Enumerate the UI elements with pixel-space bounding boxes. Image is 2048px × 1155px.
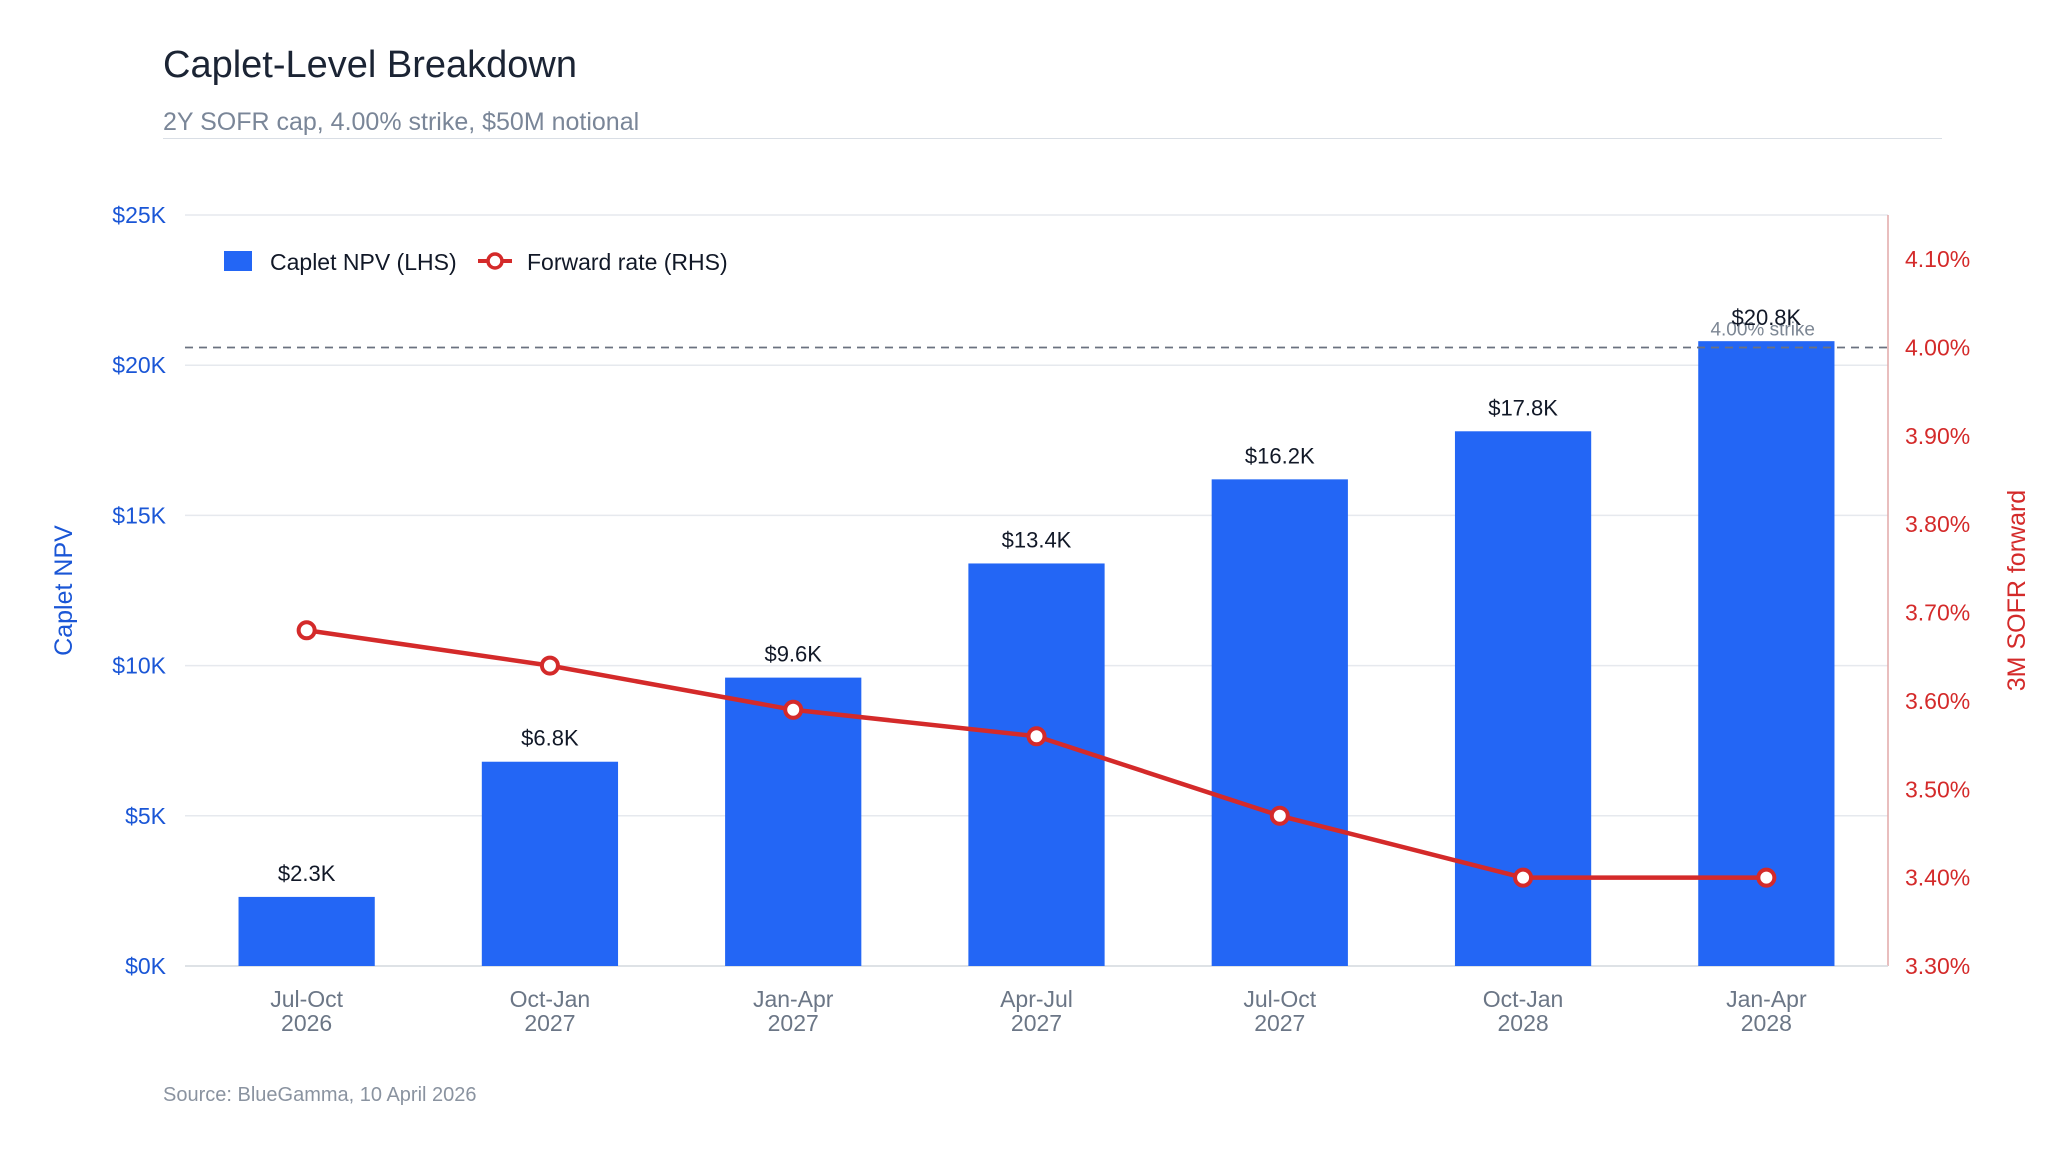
- forward-rate-point: [539, 655, 560, 676]
- source-note: Source: BlueGamma, 10 April 2026: [163, 1084, 477, 1106]
- bar: [1698, 341, 1835, 967]
- left-tick-label: $20K: [112, 352, 166, 378]
- bar-value-label: $20.8K: [1731, 305, 1801, 330]
- right-tick-label: 3.40%: [1905, 865, 1970, 891]
- x-tick-label-year: 2027: [1254, 1010, 1305, 1036]
- legend-line-marker: [486, 252, 504, 270]
- forward-rate-point: [1513, 867, 1534, 888]
- bar: [725, 677, 862, 966]
- x-tick-label: Jan-Apr: [1726, 986, 1807, 1012]
- legend-line-label: Forward rate (RHS): [527, 249, 728, 275]
- bar-value-label: $9.6K: [764, 642, 822, 667]
- bar-value-label: $17.8K: [1488, 395, 1558, 420]
- forward-rate-point: [783, 699, 804, 720]
- right-tick-label: 3.70%: [1905, 600, 1970, 626]
- x-tick-label-year: 2026: [281, 1010, 332, 1036]
- bar-value-label: $16.2K: [1245, 443, 1315, 468]
- left-tick-label: $15K: [112, 502, 166, 528]
- left-tick-label: $25K: [112, 202, 166, 228]
- forward-rate-point: [1756, 867, 1777, 888]
- x-tick-label-year: 2027: [524, 1010, 575, 1036]
- bar-series: [238, 341, 1835, 967]
- axes: $0K $5K $10K $15K $20K $25K 3.30% 3.40% 3.50% 3.6…: [50, 202, 2031, 1036]
- x-tick-label: Apr-Jul: [1000, 986, 1073, 1012]
- left-tick-label: $10K: [112, 653, 166, 679]
- legend-bar-swatch: [224, 251, 252, 271]
- bar-value-label: $13.4K: [1002, 527, 1072, 552]
- bar-value-label: $2.3K: [278, 861, 336, 886]
- x-tick-label: Jul-Oct: [1243, 986, 1316, 1012]
- forward-rate-point: [1026, 726, 1047, 747]
- x-tick-label: Oct-Jan: [1483, 986, 1564, 1012]
- data-labels: $2.3K $6.8K $9.6K $13.4K $16.2K $17.8K $20.8K: [278, 305, 1802, 886]
- legend-bar-label: Caplet NPV (LHS): [270, 249, 457, 275]
- bar: [1211, 479, 1348, 966]
- chart-title: Caplet-Level Breakdown: [163, 44, 578, 86]
- strike-reference: 4.00% strike: [185, 320, 1888, 349]
- line-series: [296, 620, 1777, 888]
- left-tick-label: $0K: [125, 953, 167, 979]
- x-tick-label-year: 2028: [1741, 1010, 1792, 1036]
- bar: [238, 896, 375, 966]
- legend: Caplet NPV (LHS) Forward rate (RHS): [224, 249, 728, 275]
- x-tick-label-year: 2028: [1497, 1010, 1548, 1036]
- chart-subtitle: 2Y SOFR cap, 4.00% strike, $50M notional: [163, 108, 640, 136]
- x-tick-label: Oct-Jan: [510, 986, 591, 1012]
- x-tick-label-year: 2027: [768, 1010, 819, 1036]
- right-tick-label: 3.60%: [1905, 688, 1970, 714]
- left-tick-label: $5K: [125, 803, 167, 829]
- x-tick-label-year: 2027: [1011, 1010, 1062, 1036]
- title-divider: [163, 138, 1942, 139]
- right-tick-label: 4.10%: [1905, 246, 1970, 272]
- x-tick-label: Jan-Apr: [753, 986, 834, 1012]
- bar: [968, 563, 1105, 966]
- right-tick-label: 3.30%: [1905, 953, 1970, 979]
- strike-label: 4.00% strike: [1710, 320, 1815, 341]
- left-axis-title: Caplet NPV: [50, 525, 78, 656]
- bar-value-label: $6.8K: [521, 726, 579, 751]
- bar: [481, 761, 619, 966]
- forward-rate-point: [296, 620, 317, 641]
- right-tick-label: 4.00%: [1905, 335, 1970, 361]
- right-tick-label: 3.90%: [1905, 423, 1970, 449]
- right-tick-label: 3.50%: [1905, 776, 1970, 802]
- right-axis-title: 3M SOFR forward: [2003, 490, 2031, 691]
- x-tick-label: Jul-Oct: [270, 986, 343, 1012]
- right-tick-label: 3.80%: [1905, 511, 1970, 537]
- forward-rate-point: [1269, 805, 1290, 826]
